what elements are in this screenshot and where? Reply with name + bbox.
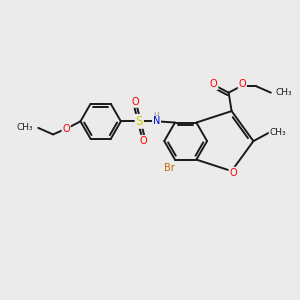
Text: CH₃: CH₃: [16, 123, 33, 132]
Text: O: O: [229, 168, 237, 178]
Text: O: O: [139, 136, 147, 146]
Text: CH₃: CH₃: [269, 128, 286, 137]
Text: O: O: [210, 79, 218, 89]
Text: O: O: [238, 79, 246, 89]
Text: O: O: [62, 124, 70, 134]
Text: Br: Br: [164, 163, 175, 173]
Text: N: N: [153, 116, 160, 126]
Text: CH₃: CH₃: [275, 88, 292, 97]
Text: H: H: [154, 112, 159, 121]
Text: O: O: [132, 97, 140, 107]
Text: S: S: [136, 115, 143, 128]
